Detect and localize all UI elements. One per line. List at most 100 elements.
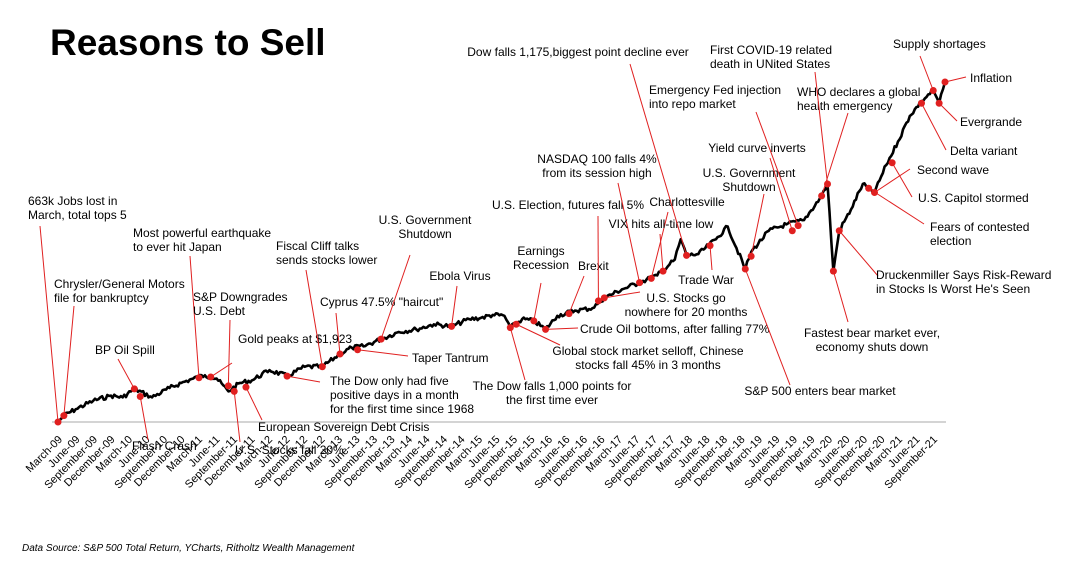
annotation-label-line: Brexit (578, 259, 609, 273)
annotation-label-line: Most powerful earthquake (133, 226, 271, 240)
event-marker (242, 383, 250, 391)
annotation-label-line: Gold peaks at $1,923 (238, 332, 352, 346)
annotation-label: BP Oil Spill (95, 343, 155, 357)
annotation-label-line: to ever hit Japan (133, 240, 222, 254)
event-marker (818, 192, 826, 200)
event-marker (918, 99, 926, 107)
annotation-label-line: U.S. Election, futures fall 5% (492, 198, 644, 212)
annotation-label-line: European Sovereign Debt Crisis (258, 420, 429, 434)
annotation-label: Delta variant (950, 144, 1018, 158)
annotation-label-line: sends stocks lower (276, 253, 377, 267)
annotation-leader-line (874, 168, 911, 193)
annotation-label-line: U.S. Government (703, 166, 796, 180)
annotation-leader-line (659, 233, 664, 272)
annotation-leader-line (568, 275, 585, 314)
annotation-label-line: Taper Tantrum (412, 351, 488, 365)
annotation-label-line: Chrysler/General Motors (54, 277, 185, 291)
event-marker (318, 363, 326, 371)
annotation-label-line: Supply shortages (893, 37, 986, 51)
event-marker (600, 294, 608, 302)
event-marker (207, 373, 215, 381)
annotation-label: Second wave (917, 163, 989, 177)
annotation-label-line: Charlottesville (649, 195, 725, 209)
annotation-label: Earnings Recession (513, 244, 569, 272)
annotation-leader-line (451, 285, 458, 327)
annotation-leader-line (545, 327, 579, 330)
annotation-label-line: positive days in a month (330, 388, 459, 402)
annotation-label: U.S. Capitol stormed (918, 191, 1029, 205)
event-marker (60, 412, 68, 420)
annotation-label: Ebola Virus (429, 269, 490, 283)
event-marker (594, 297, 602, 305)
annotation-leader-line (617, 182, 641, 283)
annotation-leader-line (63, 305, 75, 416)
annotation-label-line: Flash Crash (132, 439, 197, 453)
annotation-label-line: Recession (513, 258, 569, 272)
event-marker (354, 346, 362, 354)
annotation-label-line: the first time ever (506, 393, 598, 407)
annotation-label-line: election (930, 234, 971, 248)
annotation-leader-line (838, 230, 879, 277)
annotation-leader-line (769, 157, 793, 231)
event-marker (448, 322, 456, 330)
data-source-note: Data Source: S&P 500 Total Return, YChar… (22, 543, 355, 554)
chart-title: Reasons to Sell (50, 22, 326, 63)
annotation-label-line: Emergency Fed injection (649, 83, 781, 97)
annotation-leader-line (139, 396, 149, 441)
annotation-leader-line (305, 269, 323, 367)
annotation-label: The Dow falls 1,000 points for the first … (473, 379, 632, 407)
annotation-label-line: Ebola Virus (429, 269, 490, 283)
annotation-label: Taper Tantrum (412, 351, 488, 365)
annotation-leader-line (515, 323, 561, 346)
annotation-label: Fiscal Cliff talks sends stocks lower (276, 239, 377, 267)
event-marker (741, 265, 749, 273)
event-marker (542, 325, 550, 333)
annotation-label-line: S&P Downgrades (193, 290, 288, 304)
annotation-label-line: Earnings (517, 244, 564, 258)
event-marker (636, 279, 644, 287)
annotation-label-line: NASDAQ 100 falls 4% (537, 152, 657, 166)
annotation-leader-line (604, 291, 641, 299)
event-marker (683, 251, 691, 259)
annotation-label-line: stocks fall 45% in 3 months (575, 358, 720, 372)
annotation-label: Flash Crash (132, 439, 197, 453)
annotation-label: Yield curve inverts (708, 141, 806, 155)
annotation-leader-line (938, 102, 958, 122)
annotation-leader-line (650, 211, 669, 279)
event-marker (929, 87, 937, 94)
annotation-leader-line (921, 103, 947, 151)
annotation-leader-line (245, 386, 263, 421)
annotation-label-line: VIX hits all-time low (609, 217, 714, 231)
annotation-label: Cyprus 47.5% "haircut" (320, 295, 443, 309)
annotation-label: Most powerful earthquake to ever hit Japa… (133, 226, 271, 254)
annotation-label-line: WHO declares a global (797, 85, 920, 99)
event-marker (136, 393, 144, 400)
annotation-label: Fastest bear market ever, economy shuts d… (804, 326, 940, 354)
annotation-label: Dow falls 1,175,biggest point decline ev… (467, 45, 688, 59)
annotation-label: S&P Downgrades U.S. Debt (193, 290, 288, 318)
annotation-label: U.S. Government Shutdown (379, 213, 472, 241)
annotation-leader-line (533, 282, 542, 321)
annotation-leader-line (357, 349, 409, 357)
annotation-label-line: The Dow falls 1,000 points for (473, 379, 632, 393)
annotation-label: Chrysler/General Motors file for bankrupt… (54, 277, 185, 305)
event-marker (829, 267, 837, 275)
annotation-label-line: death in UNited States (710, 57, 830, 71)
annotation-label: WHO declares a global health emergency (797, 85, 920, 113)
annotation-leader-line (629, 63, 688, 256)
event-marker (230, 387, 238, 395)
annotation-leader-line (287, 375, 321, 383)
annotation-label-line: Shutdown (722, 180, 775, 194)
event-marker (224, 382, 232, 390)
annotation-label: U.S. Stocks fall 20% (235, 443, 344, 457)
event-marker (941, 78, 949, 86)
annotation-leader-line (944, 76, 967, 83)
annotation-leader-line (39, 225, 59, 423)
annotation-label: Evergrande (960, 115, 1022, 129)
event-marker (130, 385, 138, 393)
annotation-label-line: S&P 500 enters bear market (744, 384, 896, 398)
annotation-label-line: Global stock market selloff, Chinese (552, 344, 744, 358)
annotation-label: Fears of contested election (930, 220, 1029, 248)
annotation-label: S&P 500 enters bear market (744, 384, 896, 398)
event-marker (54, 418, 62, 426)
